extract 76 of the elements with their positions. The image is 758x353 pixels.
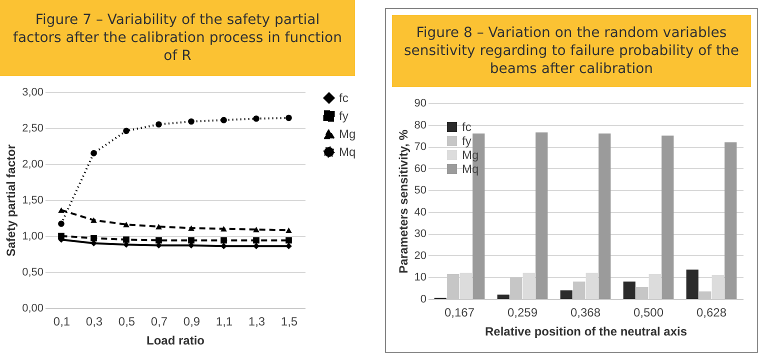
chart-title: Figure 7 – Variability of the safety partial factors after the calibration process in function of R: [0, 0, 355, 76]
point: [123, 236, 130, 243]
x-tick-label: 0,3: [86, 314, 103, 328]
point: [286, 237, 292, 244]
legend-label: fy: [339, 109, 348, 123]
point: [220, 237, 227, 244]
legend-label: Mq: [462, 162, 479, 176]
point: [90, 235, 97, 242]
y-tick-label: 80: [414, 119, 426, 132]
x-tick-label: 0,1: [53, 314, 70, 328]
bar: [560, 290, 572, 299]
x-tick-label: 0,259: [507, 306, 538, 320]
point: [220, 226, 227, 232]
point: [253, 226, 260, 232]
x-axis-title: Load ratio: [146, 334, 205, 348]
legend-label: Mg: [339, 127, 356, 141]
y-axis-title: Parameters sensitivity, %: [396, 129, 410, 274]
y-axis-title: Safety partial factor: [4, 144, 18, 257]
point: [58, 220, 64, 227]
y-tick-label: 70: [414, 141, 426, 154]
x-tick-label: 0,628: [696, 306, 727, 320]
bar: [686, 270, 698, 299]
point: [188, 225, 194, 231]
legend-label: fy: [462, 134, 472, 148]
bar: [724, 142, 737, 299]
y-tick-label: 50: [414, 184, 426, 197]
x-tick-label: 1,3: [248, 314, 266, 328]
bar: [536, 132, 548, 299]
legend-label: Mg: [462, 148, 479, 162]
x-tick-label: 1,1: [216, 314, 233, 328]
y-tick-label: 1,00: [22, 230, 44, 242]
point: [220, 116, 227, 124]
y-tick-label: 2,00: [22, 158, 44, 170]
point: [156, 237, 162, 244]
y-tick-label: 40: [414, 206, 426, 218]
point: [90, 150, 97, 156]
point: [58, 232, 64, 240]
x-tick-label: 0,167: [444, 306, 475, 320]
y-tick-label: 0,00: [22, 302, 44, 314]
y-tick-label: 2,50: [22, 122, 44, 134]
x-axis-title: Relative position of the neutral axis: [484, 324, 688, 338]
y-tick-label: 3,00: [22, 86, 44, 98]
y-tick-label: 0: [420, 294, 426, 306]
legend-label: fc: [339, 91, 348, 105]
legend-label: Mq: [339, 145, 356, 159]
y-tick-label: 10: [414, 272, 426, 284]
y-tick-label: 0,50: [22, 266, 44, 278]
bar: [497, 294, 510, 299]
y-tick-label: 20: [414, 250, 426, 262]
point: [188, 118, 194, 125]
y-tick-label: 60: [414, 162, 426, 175]
x-tick-label: 0,9: [183, 314, 200, 328]
point: [286, 114, 292, 122]
point: [123, 222, 130, 228]
x-tick-label: 0,368: [570, 306, 601, 320]
point: [156, 224, 162, 230]
point: [188, 237, 194, 244]
point: [253, 237, 260, 244]
point: [90, 217, 97, 223]
bar: [598, 133, 611, 299]
point: [58, 207, 64, 213]
point: [156, 121, 162, 128]
x-tick-label: 0,5: [118, 314, 136, 328]
legend-label: fc: [462, 120, 472, 134]
bar: [662, 136, 674, 299]
chart-title: Figure 8 – Variation on the random variables sensitivity regarding to failure probability of the beams after calibration: [392, 15, 751, 87]
x-tick-label: 0,500: [633, 306, 664, 320]
x-tick-label: 1,5: [280, 314, 298, 328]
x-tick-label: 0,7: [150, 314, 168, 328]
point: [123, 128, 130, 134]
y-tick-label: 90: [414, 98, 426, 110]
point: [286, 228, 292, 233]
bar: [623, 282, 636, 299]
point: [253, 115, 260, 122]
y-tick-label: 1,50: [22, 194, 44, 206]
y-tick-label: 30: [414, 228, 426, 240]
